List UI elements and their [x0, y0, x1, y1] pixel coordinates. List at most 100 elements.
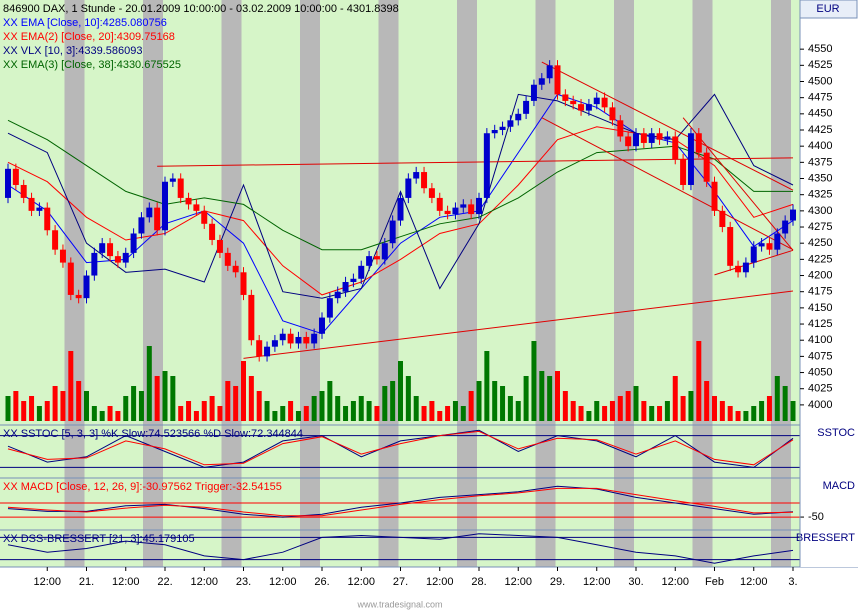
x-tick-label: 12:00: [426, 576, 454, 588]
volume-bar: [782, 386, 788, 421]
candle-body: [648, 133, 655, 143]
trendline: [157, 157, 794, 167]
session-bands: [0, 0, 858, 568]
volume-bar: [327, 381, 333, 421]
candle-body: [209, 223, 216, 240]
candle-body: [114, 256, 121, 263]
candle-body: [59, 249, 66, 263]
volume-bar: [500, 386, 506, 421]
volume-bar: [633, 386, 639, 421]
volume-bar: [437, 411, 443, 421]
volume-bar: [751, 406, 757, 421]
session-band-gray: [457, 0, 477, 567]
y-tick-label: 4275: [808, 221, 832, 233]
candle-body: [326, 298, 333, 318]
candle-body: [468, 204, 475, 215]
volume-bar: [162, 371, 168, 421]
x-tick-label: 3.: [788, 576, 797, 588]
candle-body: [334, 291, 341, 299]
x-tick-label: 12:00: [190, 576, 218, 588]
volume-bar: [547, 376, 553, 421]
volume-bar: [743, 411, 749, 421]
candle-body: [562, 94, 569, 101]
candle-body: [656, 133, 663, 140]
volume-bar: [13, 391, 19, 421]
y-tick-label: 4200: [808, 269, 832, 281]
volume-bar: [382, 386, 388, 421]
volume-bar: [264, 401, 270, 421]
volume-bar: [186, 401, 192, 421]
candle-body: [224, 252, 231, 266]
volume-bar: [193, 411, 199, 421]
candle-body: [232, 265, 239, 273]
session-band-gray: [692, 0, 713, 567]
x-tick-label: 12:00: [504, 576, 532, 588]
y-tick-label: 4550: [808, 43, 832, 55]
y-tick-label: 4450: [808, 108, 832, 120]
volume-bar: [295, 411, 301, 421]
indicator-line: [7, 430, 794, 466]
volume-bar: [468, 391, 474, 421]
x-tick-label: 12:00: [112, 576, 140, 588]
candle-body: [177, 178, 184, 198]
candle-body: [216, 239, 223, 253]
volume-bar: [602, 406, 608, 421]
session-band-gray: [300, 0, 320, 567]
candle-body: [287, 333, 294, 344]
y-tick-label: 4150: [808, 302, 832, 314]
volume-bar: [452, 401, 458, 421]
x-tick-label: Feb: [705, 576, 724, 588]
trendline: [541, 117, 794, 251]
candle-body: [750, 246, 757, 263]
volume-bar: [154, 376, 160, 421]
volume-bar: [343, 406, 349, 421]
y-tick-label: 4075: [808, 350, 832, 362]
volume-bar: [759, 401, 765, 421]
volume-bar: [523, 376, 529, 421]
legend-entry: XX EMA(2) [Close, 20]:4309.75168: [3, 31, 175, 43]
candle-body: [350, 278, 357, 282]
x-tick-label: 12:00: [269, 576, 297, 588]
volume-bar: [429, 401, 435, 421]
volume-bar: [60, 391, 66, 421]
session-band-gray: [614, 0, 634, 567]
candle-body: [609, 107, 616, 121]
axis-unit: EUR: [816, 3, 839, 15]
candle-body: [405, 178, 412, 198]
candle-body: [138, 217, 145, 234]
volume-bar: [21, 401, 27, 421]
candle-body: [530, 84, 537, 101]
x-tick-label: 12:00: [661, 576, 689, 588]
candle-body: [52, 230, 59, 250]
candle-body: [711, 181, 718, 211]
volume-bar: [123, 396, 129, 421]
volume-bar: [5, 396, 11, 421]
volume-bar: [562, 391, 568, 421]
candle-body: [44, 207, 51, 231]
volume-bar: [704, 381, 710, 421]
volume-bar: [649, 406, 655, 421]
candle-body: [538, 78, 545, 85]
volume-bar: [366, 401, 372, 421]
volume-bar: [209, 396, 215, 421]
volume-bar: [29, 396, 35, 421]
candle-body: [476, 197, 482, 215]
candle-body: [358, 265, 365, 279]
candle-body: [515, 113, 522, 121]
candle-body: [578, 104, 585, 111]
indicator-line: [7, 119, 793, 251]
volume-bar: [413, 396, 419, 421]
y-tick-label: 4175: [808, 286, 832, 298]
volume-bar: [712, 396, 717, 421]
volume-bar: [68, 351, 74, 421]
candle-body: [366, 256, 373, 266]
candle-body: [499, 126, 506, 131]
y-tick-label: 4525: [808, 59, 832, 71]
volume-bar: [146, 346, 152, 421]
volume-bar: [241, 361, 246, 421]
volume-bar: [617, 396, 623, 421]
candle-body: [758, 243, 765, 247]
y-tick-label: 4100: [808, 334, 832, 346]
volume-bar: [272, 411, 278, 421]
candle-body: [695, 133, 702, 153]
